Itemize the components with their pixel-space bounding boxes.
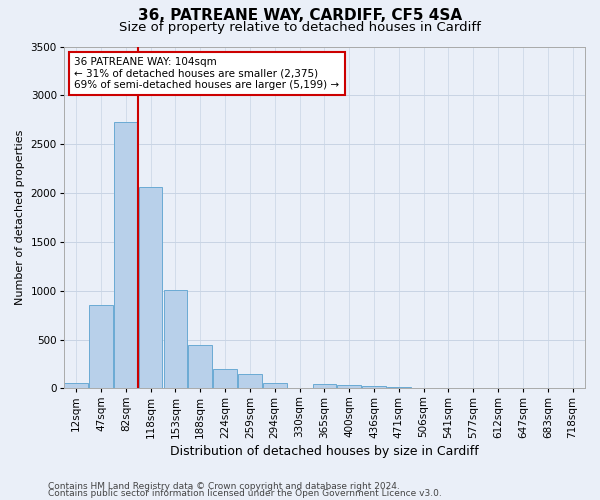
- Text: 36, PATREANE WAY, CARDIFF, CF5 4SA: 36, PATREANE WAY, CARDIFF, CF5 4SA: [138, 8, 462, 22]
- Bar: [313, 384, 336, 388]
- Y-axis label: Number of detached properties: Number of detached properties: [15, 130, 25, 305]
- X-axis label: Distribution of detached houses by size in Cardiff: Distribution of detached houses by size …: [170, 444, 479, 458]
- Bar: [188, 344, 212, 389]
- Bar: [263, 383, 287, 388]
- Bar: [164, 290, 187, 388]
- Bar: [213, 369, 237, 388]
- Text: 36 PATREANE WAY: 104sqm
← 31% of detached houses are smaller (2,375)
69% of semi: 36 PATREANE WAY: 104sqm ← 31% of detache…: [74, 57, 340, 90]
- Bar: [89, 306, 113, 388]
- Bar: [139, 187, 163, 388]
- Bar: [238, 374, 262, 388]
- Bar: [362, 386, 386, 388]
- Bar: [337, 384, 361, 388]
- Text: Contains public sector information licensed under the Open Government Licence v3: Contains public sector information licen…: [48, 490, 442, 498]
- Bar: [114, 122, 137, 388]
- Text: Size of property relative to detached houses in Cardiff: Size of property relative to detached ho…: [119, 21, 481, 34]
- Bar: [64, 383, 88, 388]
- Text: Contains HM Land Registry data © Crown copyright and database right 2024.: Contains HM Land Registry data © Crown c…: [48, 482, 400, 491]
- Bar: [387, 387, 410, 388]
